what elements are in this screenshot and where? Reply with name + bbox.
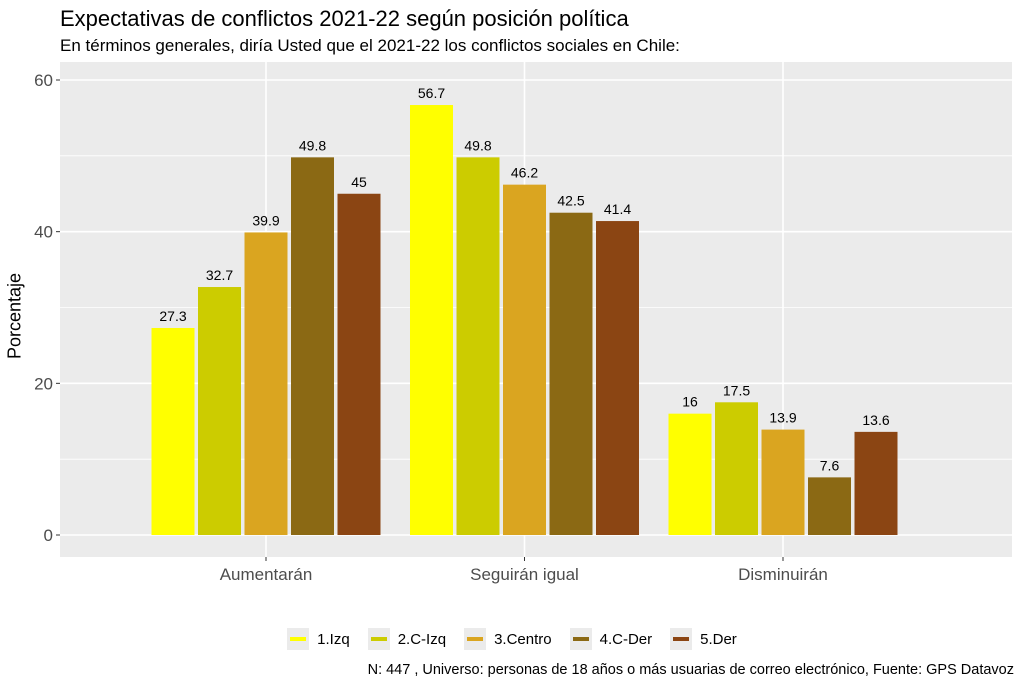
bar bbox=[410, 105, 453, 536]
bar bbox=[244, 232, 288, 536]
bar-value-label: 42.5 bbox=[557, 193, 584, 209]
legend-item-4: 4.C-Der bbox=[569, 628, 653, 650]
bar bbox=[715, 402, 758, 535]
bar-value-label: 27.3 bbox=[159, 308, 186, 324]
bar-value-label: 56.7 bbox=[418, 85, 445, 101]
x-tick-label: Disminuirán bbox=[738, 565, 828, 584]
chart-title: Expectativas de conflictos 2021-22 según… bbox=[60, 6, 629, 31]
x-tick-label: Seguirán igual bbox=[470, 565, 579, 584]
y-axis-label: Porcentaje bbox=[4, 272, 25, 360]
legend-swatch bbox=[290, 637, 307, 641]
legend-label: 3.Centro bbox=[494, 630, 552, 648]
legend-swatch bbox=[673, 637, 690, 641]
legend-key bbox=[569, 628, 592, 650]
caption: N: 447 , Universo: personas de 18 años o… bbox=[367, 662, 1014, 678]
bar bbox=[151, 327, 195, 535]
legend-item-1: 1.Izq bbox=[287, 628, 350, 650]
bar-value-label: 17.5 bbox=[723, 382, 750, 398]
bar bbox=[198, 287, 241, 535]
bar bbox=[761, 429, 805, 535]
legend-label: 4.C-Der bbox=[599, 630, 653, 648]
y-tick-label: 20 bbox=[34, 374, 53, 393]
legend-swatch bbox=[572, 637, 589, 641]
y-tick-label: 0 bbox=[44, 526, 53, 545]
legend-item-5: 5.Der bbox=[670, 628, 737, 650]
bar bbox=[596, 221, 639, 536]
bar-value-label: 39.9 bbox=[252, 212, 279, 228]
bar-value-label: 16 bbox=[682, 394, 698, 410]
legend-item-3: 3.Centro bbox=[464, 628, 552, 650]
legend-item-2: 2.C-Izq bbox=[367, 628, 447, 650]
bar bbox=[549, 212, 593, 536]
bar bbox=[668, 413, 712, 535]
bar bbox=[503, 184, 546, 535]
bar-value-label: 13.9 bbox=[769, 410, 796, 426]
y-tick-label: 60 bbox=[34, 71, 53, 90]
legend: 1.Izq 2.C-Izq 3.Centro 4.C-Der 5.Der bbox=[0, 628, 1024, 650]
y-tick-label: 40 bbox=[34, 223, 53, 242]
bar-value-label: 45 bbox=[351, 174, 367, 190]
bar-value-label: 49.8 bbox=[299, 137, 326, 153]
bar bbox=[291, 157, 334, 535]
legend-label: 2.C-Izq bbox=[397, 630, 447, 648]
bar-value-label: 49.8 bbox=[464, 137, 491, 153]
bar bbox=[808, 477, 851, 535]
legend-key bbox=[464, 628, 487, 650]
legend-key bbox=[287, 628, 310, 650]
legend-swatch bbox=[467, 637, 484, 641]
legend-label: 5.Der bbox=[700, 630, 737, 648]
bar bbox=[337, 193, 381, 535]
x-tick-label: Aumentarán bbox=[220, 565, 313, 584]
legend-swatch bbox=[370, 637, 387, 641]
bar-value-label: 41.4 bbox=[604, 201, 631, 217]
legend-key bbox=[367, 628, 390, 650]
bar bbox=[456, 157, 500, 535]
bar-value-label: 46.2 bbox=[511, 165, 538, 181]
bar bbox=[854, 431, 898, 535]
legend-label: 1.Izq bbox=[317, 630, 350, 648]
chart-subtitle: En términos generales, diría Usted que e… bbox=[60, 36, 680, 55]
bar-value-label: 7.6 bbox=[820, 457, 840, 473]
legend-key bbox=[670, 628, 693, 650]
bar-value-label: 32.7 bbox=[206, 267, 233, 283]
bar-value-label: 13.6 bbox=[862, 412, 889, 428]
